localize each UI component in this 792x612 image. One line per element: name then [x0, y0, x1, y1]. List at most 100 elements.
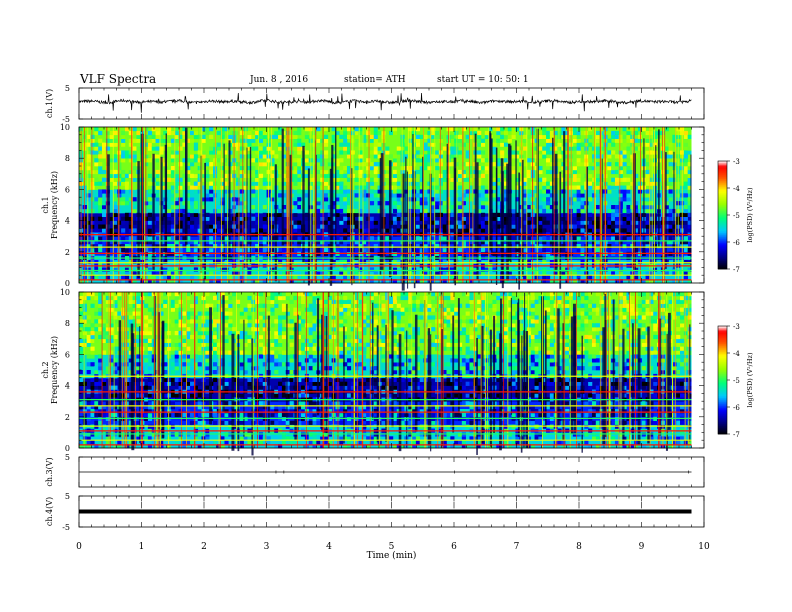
spectrogram-cell [450, 146, 455, 151]
spectrogram-cell [174, 138, 179, 143]
spectrogram-cell [346, 134, 352, 139]
spectrogram-cell [369, 247, 375, 253]
spectrogram-cell [258, 267, 264, 272]
spectrogram-cell [251, 271, 256, 276]
spectrogram-cell [618, 201, 623, 206]
spectrogram-cell [151, 138, 156, 143]
spectrogram-cell [178, 185, 183, 190]
spectrogram-cell [683, 142, 688, 147]
spectrogram-cell [220, 177, 225, 182]
spectrogram-cell [159, 279, 164, 284]
spectrogram-cell [431, 154, 436, 159]
spectrogram-cell [113, 130, 118, 136]
spectrogram-cell [193, 154, 198, 159]
spectrogram-cell [220, 173, 225, 178]
spectrogram-cell [316, 134, 321, 139]
spectrogram-cell [320, 130, 325, 136]
spectrogram-cell [454, 275, 459, 280]
spectrogram-cell [270, 162, 275, 167]
spectrogram-dark-streak [518, 172, 521, 290]
spectrogram-cell [301, 142, 306, 147]
spectrogram-cell [167, 247, 172, 253]
y-tick-label: -5 [62, 115, 70, 124]
spectrogram-cell [205, 409, 210, 414]
spectrogram-cell [668, 181, 673, 186]
spectrogram-cell [668, 142, 673, 147]
spectrogram-cell [121, 307, 126, 312]
spectrogram-cell [251, 193, 256, 198]
spectrogram-cell [205, 331, 210, 336]
spectrogram-cell [580, 162, 585, 167]
spectrogram-cell [278, 130, 283, 136]
spectrogram-cell [201, 197, 206, 202]
spectrogram-cells [79, 292, 692, 456]
spectrogram-cell [239, 267, 244, 272]
spectrogram-cell [576, 134, 581, 139]
spectrogram-cell [304, 150, 309, 155]
spectrogram-cell [235, 259, 241, 264]
spectrogram-cell [588, 127, 593, 132]
spectrogram-cell [228, 134, 233, 139]
spectrogram-cell [178, 412, 183, 418]
spectrogram-cell [155, 279, 160, 284]
spectrogram-cell [304, 259, 309, 264]
spectrogram-cell [503, 158, 509, 163]
spectrogram-cell [538, 224, 543, 229]
spectrogram-cell [113, 385, 118, 390]
spectrogram-cell [511, 208, 516, 214]
spectrogram-cell [228, 401, 233, 406]
spectrogram-cell [124, 150, 130, 155]
spectrogram-cell [392, 208, 398, 214]
spectrogram-cell [90, 197, 95, 202]
spectrogram-cell [209, 303, 214, 308]
spectrogram-cell [278, 169, 283, 175]
spectrogram-cell [193, 212, 198, 217]
spectrogram-cell [461, 220, 466, 225]
spectrogram-cell [611, 212, 616, 217]
spectrogram-cell [392, 130, 398, 136]
spectrogram-cell [565, 154, 570, 159]
spectrogram-cell [136, 303, 141, 308]
spectrogram-cell [358, 224, 363, 229]
spectrogram-cell [147, 292, 153, 297]
spectrogram-cell [542, 154, 547, 159]
spectrogram-cell [622, 247, 627, 253]
spectrogram-cell [86, 401, 91, 406]
spectrogram-cell [335, 134, 340, 139]
spectrogram-cell [496, 130, 501, 136]
spectrogram-cell [549, 193, 554, 198]
spectrogram-cell [90, 169, 95, 175]
spectrogram-cell [86, 334, 91, 340]
spectrogram-cell [151, 142, 156, 147]
spectrogram-cell [101, 228, 107, 233]
spectrogram-cell [565, 201, 570, 206]
spectrogram-cell [614, 138, 620, 143]
spectrogram-cell [492, 142, 497, 147]
spectrogram-cell [480, 158, 486, 163]
spectrogram-cell [373, 228, 378, 233]
spectrogram-cell [113, 158, 118, 163]
spectrogram-cell [503, 212, 509, 217]
spectrogram-cell [117, 295, 122, 301]
spectrogram-cell [538, 201, 543, 206]
spectrogram-cell [373, 177, 378, 182]
spectrogram-cell [419, 271, 424, 276]
spectrogram-cell [335, 130, 340, 136]
spectrogram-cell [320, 208, 325, 214]
spectrogram-cell [151, 409, 156, 414]
spectrogram-cell [182, 354, 187, 359]
spectrogram-cell [117, 197, 122, 202]
spectrogram-cell [557, 138, 562, 143]
spectrogram-cell [664, 201, 669, 206]
spectrogram-cell [190, 158, 195, 163]
spectrogram-cell [549, 138, 554, 143]
spectrogram-cell [438, 181, 443, 186]
spectrogram-cell [304, 212, 309, 217]
spectrogram-cell [90, 381, 95, 386]
spectrogram-cell [366, 162, 371, 167]
spectrogram-cell [358, 150, 363, 155]
spectrogram-cell [113, 370, 118, 375]
spectrogram-cell [109, 342, 114, 347]
spectrogram-cell [167, 142, 172, 147]
spectrogram-cell [576, 208, 581, 214]
